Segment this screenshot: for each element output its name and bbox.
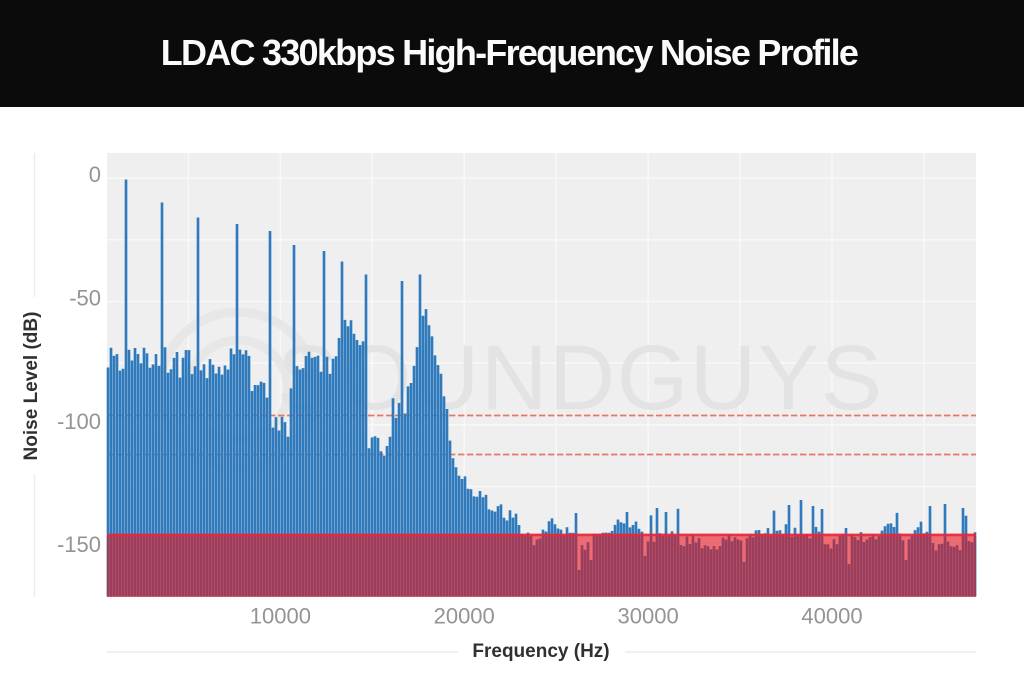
- svg-text:20000: 20000: [434, 604, 495, 629]
- svg-text:-150: -150: [57, 532, 101, 557]
- svg-text:LDAC 330kbps High-Frequency No: LDAC 330kbps High-Frequency Noise Profil…: [161, 32, 858, 73]
- svg-text:Frequency (Hz): Frequency (Hz): [472, 641, 609, 662]
- svg-text:40000: 40000: [801, 604, 862, 629]
- svg-text:10000: 10000: [250, 604, 311, 629]
- svg-text:SOUNDGUYS: SOUNDGUYS: [277, 327, 883, 429]
- svg-text:-50: -50: [69, 286, 101, 311]
- svg-text:Noise Level (dB): Noise Level (dB): [21, 312, 42, 461]
- svg-text:0: 0: [89, 162, 101, 187]
- svg-text:-100: -100: [57, 409, 101, 434]
- svg-text:30000: 30000: [618, 604, 679, 629]
